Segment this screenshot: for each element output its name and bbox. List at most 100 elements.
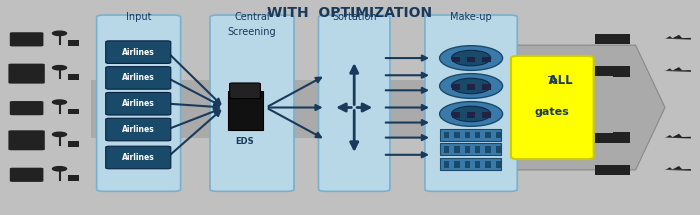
FancyBboxPatch shape: [8, 130, 45, 150]
Bar: [68, 40, 79, 46]
Circle shape: [52, 31, 66, 35]
Polygon shape: [666, 167, 673, 170]
Bar: [68, 141, 79, 147]
Bar: [68, 175, 79, 181]
Bar: [467, 84, 475, 90]
Polygon shape: [672, 67, 682, 71]
Bar: [452, 84, 460, 90]
Bar: [454, 146, 460, 153]
Text: To: To: [547, 76, 558, 86]
FancyArrow shape: [514, 45, 665, 170]
Bar: [496, 161, 501, 168]
Bar: [475, 132, 480, 138]
FancyBboxPatch shape: [10, 101, 43, 115]
Bar: [454, 161, 460, 168]
Bar: [485, 132, 491, 138]
Bar: [68, 109, 79, 114]
Circle shape: [52, 167, 66, 171]
Bar: [467, 112, 475, 118]
FancyBboxPatch shape: [613, 132, 630, 143]
Text: WITH  OPTIMIZATION: WITH OPTIMIZATION: [267, 6, 433, 20]
Circle shape: [52, 132, 66, 137]
Ellipse shape: [452, 106, 491, 122]
Bar: [444, 146, 449, 153]
FancyBboxPatch shape: [318, 15, 390, 191]
Bar: [496, 146, 501, 153]
Polygon shape: [663, 70, 691, 72]
Bar: [440, 158, 501, 170]
Ellipse shape: [440, 46, 503, 71]
Circle shape: [52, 100, 66, 104]
Polygon shape: [672, 166, 682, 170]
Bar: [440, 129, 501, 141]
FancyBboxPatch shape: [595, 66, 617, 76]
FancyBboxPatch shape: [613, 66, 630, 77]
Text: Make-up: Make-up: [450, 12, 492, 22]
FancyBboxPatch shape: [511, 56, 594, 159]
Bar: [444, 132, 449, 138]
Bar: [452, 112, 460, 118]
Text: Airlines: Airlines: [122, 125, 155, 134]
FancyBboxPatch shape: [106, 41, 171, 63]
FancyBboxPatch shape: [613, 165, 630, 175]
FancyBboxPatch shape: [10, 168, 43, 182]
Text: Airlines: Airlines: [122, 74, 155, 82]
Bar: [465, 146, 470, 153]
Text: Airlines: Airlines: [122, 153, 155, 162]
Polygon shape: [672, 35, 682, 38]
FancyBboxPatch shape: [106, 92, 171, 115]
FancyBboxPatch shape: [425, 15, 517, 191]
Polygon shape: [672, 134, 682, 137]
Text: Screening: Screening: [228, 27, 276, 37]
Bar: [482, 84, 491, 90]
Ellipse shape: [452, 50, 491, 66]
FancyBboxPatch shape: [613, 34, 630, 44]
Text: ALL: ALL: [532, 74, 573, 87]
Bar: [485, 146, 491, 153]
Bar: [496, 132, 501, 138]
Bar: [475, 146, 480, 153]
FancyBboxPatch shape: [97, 15, 181, 191]
Bar: [482, 112, 491, 118]
FancyBboxPatch shape: [595, 133, 617, 143]
FancyBboxPatch shape: [10, 32, 43, 46]
FancyBboxPatch shape: [595, 165, 617, 175]
Polygon shape: [663, 169, 691, 171]
Bar: [465, 161, 470, 168]
Bar: [91, 80, 602, 138]
Text: Input: Input: [126, 12, 151, 22]
FancyBboxPatch shape: [106, 146, 171, 169]
Text: EDS: EDS: [236, 137, 254, 146]
Text: Airlines: Airlines: [122, 99, 155, 108]
Bar: [482, 57, 491, 62]
Bar: [452, 57, 460, 62]
Ellipse shape: [452, 78, 491, 94]
Text: gates: gates: [535, 107, 570, 117]
FancyBboxPatch shape: [595, 34, 617, 44]
Circle shape: [52, 66, 66, 70]
Polygon shape: [666, 36, 673, 38]
Bar: [475, 161, 480, 168]
Bar: [467, 57, 475, 62]
Polygon shape: [666, 68, 673, 71]
Bar: [440, 143, 501, 155]
FancyBboxPatch shape: [106, 118, 171, 141]
Ellipse shape: [440, 102, 503, 126]
Polygon shape: [666, 135, 673, 137]
Bar: [444, 161, 449, 168]
Bar: [485, 161, 491, 168]
Polygon shape: [663, 137, 691, 138]
Bar: [454, 132, 460, 138]
FancyBboxPatch shape: [8, 64, 45, 84]
FancyBboxPatch shape: [106, 67, 171, 89]
FancyBboxPatch shape: [210, 15, 294, 191]
Text: Sortation: Sortation: [332, 12, 377, 22]
Bar: [68, 74, 79, 80]
FancyBboxPatch shape: [230, 83, 260, 99]
Text: Central: Central: [234, 12, 270, 22]
Bar: [465, 132, 470, 138]
Polygon shape: [663, 38, 691, 40]
FancyBboxPatch shape: [228, 91, 262, 130]
Ellipse shape: [440, 74, 503, 98]
Text: Airlines: Airlines: [122, 48, 155, 57]
